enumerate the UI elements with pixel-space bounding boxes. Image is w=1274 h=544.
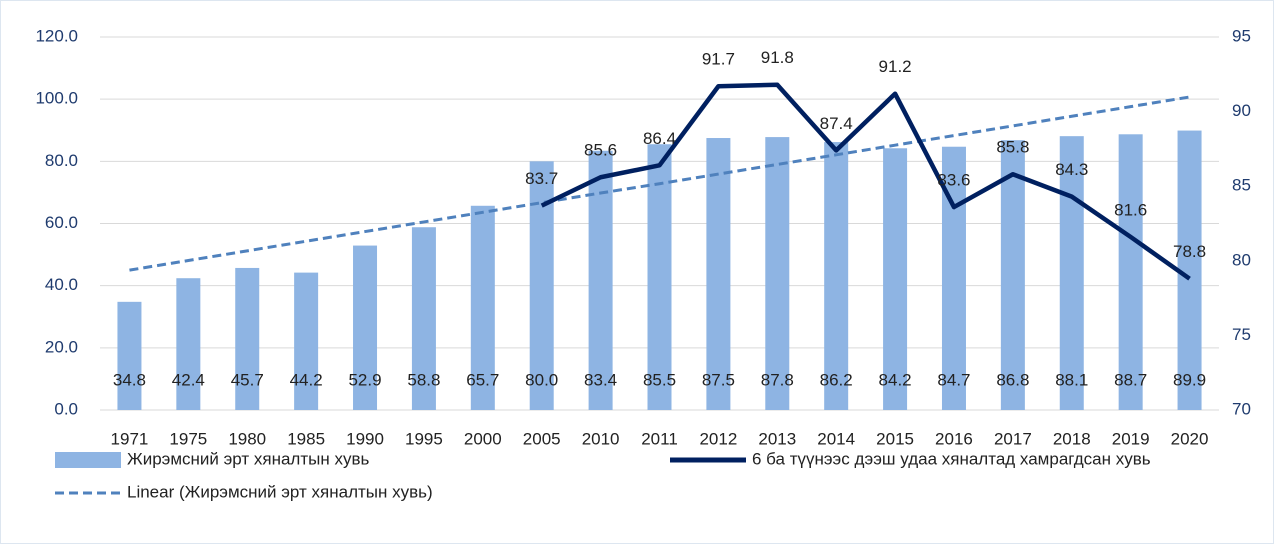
bar-value-label: 42.4 (172, 370, 205, 389)
line-value-label: 84.3 (1055, 160, 1088, 179)
trend-line (129, 95, 1190, 272)
y-tick-label: 60.0 (45, 213, 78, 232)
bar (647, 144, 672, 411)
bar-value-label: 84.7 (937, 370, 970, 389)
line-value-label: 83.7 (525, 169, 558, 188)
line-value-label: 85.6 (584, 141, 617, 160)
y-tick-label: 20.0 (45, 337, 78, 356)
y-tick-label: 40.0 (45, 275, 78, 294)
x-tick-label: 2016 (935, 429, 973, 448)
legend-swatch (55, 452, 121, 468)
bar-value-label: 34.8 (113, 370, 146, 389)
bar-value-label: 45.7 (231, 370, 264, 389)
legend-label: Linear (Жирэмсний эрт хяналтын хувь) (127, 482, 433, 501)
bar (1118, 134, 1143, 410)
bar-value-label: 85.5 (643, 370, 676, 389)
x-tick-label: 2020 (1171, 429, 1209, 448)
line-value-label: 87.4 (820, 114, 853, 133)
legend-label: Жирэмсний эрт хяналтын хувь (127, 449, 369, 468)
x-tick-label: 2013 (758, 429, 796, 448)
bar-value-label: 86.8 (996, 370, 1029, 389)
x-tick-label: 1995 (405, 429, 443, 448)
line-value-label: 91.2 (879, 57, 912, 76)
bar (176, 278, 201, 410)
line-value-label: 91.8 (761, 48, 794, 67)
bar (294, 272, 319, 410)
line-value-label: 86.4 (643, 129, 676, 148)
legend-label: 6 ба түүнээс дээш удаа хяналтад хамрагдс… (752, 449, 1151, 468)
bar-value-label: 52.9 (348, 370, 381, 389)
y-tick-label: 120.0 (35, 26, 78, 45)
x-tick-label: 1980 (228, 429, 266, 448)
bar (411, 227, 436, 410)
y2-tick-label: 75 (1232, 325, 1251, 344)
bar-value-label: 87.8 (761, 370, 794, 389)
x-tick-label: 1971 (111, 429, 149, 448)
bar-value-label: 58.8 (407, 370, 440, 389)
line (540, 82, 1191, 281)
bar-value-label: 87.5 (702, 370, 735, 389)
bar (824, 142, 849, 411)
y-tick-label: 80.0 (45, 151, 78, 170)
bar (765, 137, 790, 411)
bar (235, 267, 260, 410)
bar-value-label: 88.1 (1055, 370, 1088, 389)
x-tick-label: 1985 (287, 429, 325, 448)
x-tick-label: 2018 (1053, 429, 1091, 448)
line-value-label: 83.6 (937, 171, 970, 190)
y2-tick-label: 70 (1232, 399, 1251, 418)
line-value-label: 78.8 (1173, 242, 1206, 261)
bar (883, 148, 908, 411)
bar (117, 301, 142, 410)
line-value-label: 85.8 (996, 138, 1029, 157)
bar-value-label: 44.2 (290, 370, 323, 389)
x-tick-label: 1975 (169, 429, 207, 448)
y-tick-label: 100.0 (35, 89, 78, 108)
bar-value-label: 86.2 (820, 370, 853, 389)
x-tick-label: 2014 (817, 429, 855, 448)
bar-value-label: 84.2 (879, 370, 912, 389)
bar (1000, 140, 1025, 411)
x-tick-label: 2000 (464, 429, 502, 448)
x-tick-label: 2011 (641, 429, 678, 448)
x-tick-label: 2010 (582, 429, 620, 448)
line-value-label: 81.6 (1114, 200, 1147, 219)
y2-tick-label: 95 (1232, 26, 1251, 45)
x-tick-label: 2012 (699, 429, 737, 448)
bar-value-label: 83.4 (584, 370, 617, 389)
bar (1059, 136, 1084, 411)
y2-tick-label: 85 (1232, 176, 1251, 195)
x-tick-label: 1990 (346, 429, 384, 448)
x-tick-label: 2017 (994, 429, 1032, 448)
x-tick-label: 2005 (523, 429, 561, 448)
bar-value-label: 80.0 (525, 370, 558, 389)
y-tick-label: 0.0 (54, 399, 78, 418)
x-tick-label: 2015 (876, 429, 914, 448)
bar (353, 245, 378, 410)
bar-value-label: 65.7 (466, 370, 499, 389)
y2-tick-label: 80 (1232, 250, 1251, 269)
y2-tick-label: 90 (1232, 101, 1251, 120)
bar (470, 205, 495, 410)
bar (706, 138, 731, 411)
bar-value-label: 89.9 (1173, 370, 1206, 389)
line-value-label: 91.7 (702, 50, 735, 69)
x-tick-label: 2019 (1112, 429, 1150, 448)
bar-value-label: 88.7 (1114, 370, 1147, 389)
